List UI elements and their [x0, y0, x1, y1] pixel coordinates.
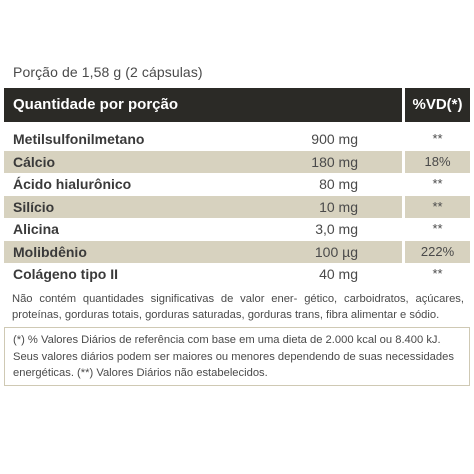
table-row: Metilsulfonilmetano 900 mg ** [4, 128, 470, 151]
table-header: Quantidade por porção %VD(*) [4, 88, 470, 122]
nutrient-daily-value: 18% [405, 150, 470, 173]
table-row: Alicina 3,0 mg ** [4, 218, 470, 241]
nutrition-table: Metilsulfonilmetano 900 mg ** Cálcio 180… [4, 128, 470, 286]
nutrient-name: Alicina [13, 221, 59, 237]
nutrient-amount: 10 mg [319, 198, 358, 215]
daily-value-footnote: (*) % Valores Diários de referência com … [4, 327, 470, 386]
nutrient-daily-value: ** [432, 176, 443, 191]
nutrient-daily-value: ** [432, 221, 443, 236]
not-significant-note: Não contém quantidades significativas de… [12, 293, 464, 321]
nutrient-name: Metilsulfonilmetano [13, 131, 145, 147]
table-row: Colágeno tipo II 40 mg ** [4, 263, 470, 286]
nutrient-amount: 100 µg [314, 243, 358, 260]
table-row: Molibdênio 100 µg 222% [4, 240, 470, 263]
portion-size: Porção de 1,58 g (2 cápsulas) [13, 64, 203, 80]
nutrient-amount: 180 mg [311, 153, 358, 170]
nutrient-name: Silício [13, 198, 55, 215]
header-quantity: Quantidade por porção [4, 88, 402, 122]
nutrient-amount: 80 mg [319, 176, 358, 192]
nutrient-daily-value: ** [405, 195, 470, 218]
nutrient-amount: 900 mg [311, 131, 358, 147]
table-row: Silício 10 mg ** [4, 195, 470, 218]
table-row: Cálcio 180 mg 18% [4, 150, 470, 173]
nutrient-daily-value: ** [432, 266, 443, 281]
nutrient-amount: 3,0 mg [315, 221, 358, 237]
nutrient-name: Colágeno tipo II [13, 266, 118, 282]
nutrient-daily-value: 222% [405, 240, 470, 263]
nutrient-amount: 40 mg [319, 266, 358, 282]
table-row: Ácido hialurônico 80 mg ** [4, 173, 470, 196]
nutrient-name: Molibdênio [13, 243, 87, 260]
nutrient-daily-value: ** [432, 131, 443, 146]
header-daily-value: %VD(*) [405, 88, 470, 122]
nutrient-name: Cálcio [13, 153, 56, 170]
nutrient-name: Ácido hialurônico [13, 176, 132, 192]
